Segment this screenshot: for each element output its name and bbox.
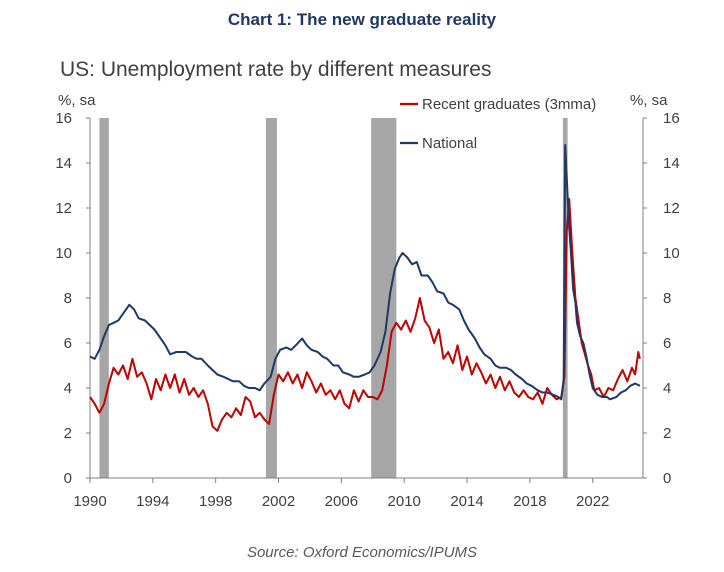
chart-source: Source: Oxford Economics/IPUMS [246,544,478,561]
legend-label-recent-graduates: Recent graduates (3mma) [422,96,596,113]
x-tick-label: 2014 [450,493,483,510]
y-axis-unit-right: %, sa [630,92,668,109]
recession-band [371,118,397,478]
x-tick-label: 2018 [513,493,546,510]
x-tick-label: 1994 [136,493,169,510]
recession-bands [99,118,568,478]
y-tick-label-right: 4 [663,380,671,397]
x-tick-label: 2006 [325,493,358,510]
y-tick-label-left: 2 [64,425,72,442]
y-tick-label-right: 16 [663,110,680,127]
y-axis-unit-left: %, sa [58,92,96,109]
y-tick-label-left: 4 [64,380,72,397]
y-tick-label-right: 6 [663,335,671,352]
y-tick-label-left: 8 [64,290,72,307]
y-tick-label-left: 12 [55,200,72,217]
recession-band [99,118,109,478]
y-tick-label-right: 12 [663,200,680,217]
y-tick-label-right: 14 [663,155,680,172]
y-tick-label-left: 6 [64,335,72,352]
x-tick-label: 2002 [262,493,295,510]
chart-heading: Chart 1: The new graduate reality [227,10,497,29]
recent-graduates-line [89,198,641,432]
x-tick-label: 1998 [199,493,232,510]
x-tick-label: 2010 [388,493,421,510]
chart-title: US: Unemployment rate by different measu… [60,58,492,81]
national-line [89,144,641,401]
y-tick-label-right: 2 [663,425,671,442]
y-tick-label-left: 16 [55,110,72,127]
y-tick-label-right: 0 [663,470,671,487]
x-tick-label: 2022 [576,493,609,510]
y-tick-label-left: 0 [64,470,72,487]
recession-band [265,118,277,478]
y-tick-label-left: 10 [55,245,72,262]
chart-axes: 0 0 2 2 4 4 6 6 8 8 10 10 12 12 14 14 16 16 1990 1994 1998 20… [55,110,679,510]
y-tick-label-right: 8 [663,290,671,307]
y-tick-label-left: 14 [55,155,72,172]
series-lines [89,144,641,432]
legend: Recent graduates (3mma) National [400,96,596,152]
y-tick-label-right: 10 [663,245,680,262]
legend-label-national: National [422,135,477,152]
x-tick-label: 1990 [73,493,106,510]
